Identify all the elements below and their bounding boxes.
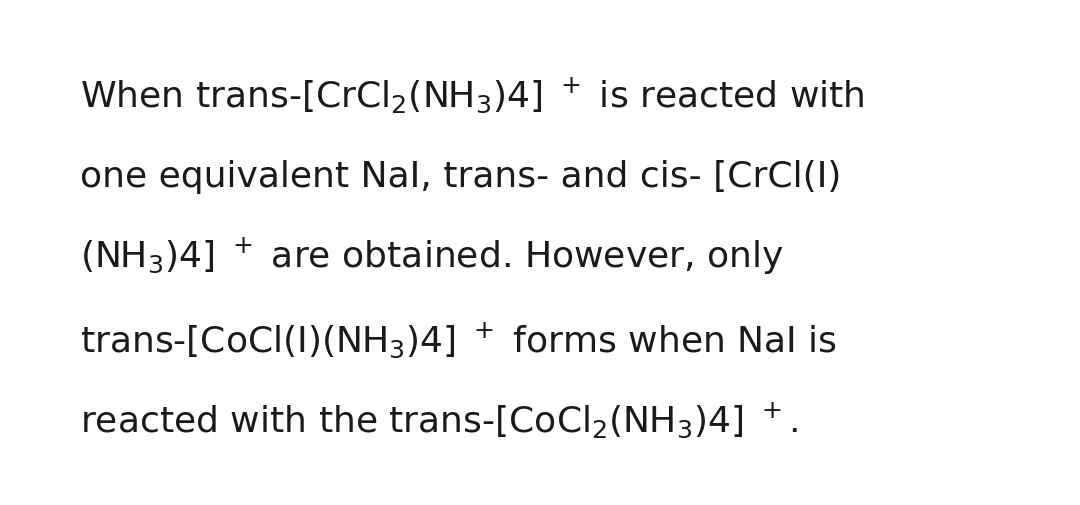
Text: When trans-[CrCl$_2$(NH$_3$)4] $^+$ is reacted with: When trans-[CrCl$_2$(NH$_3$)4] $^+$ is r… xyxy=(80,75,865,115)
Text: one equivalent NaI, trans- and cis- [CrCl(I): one equivalent NaI, trans- and cis- [CrC… xyxy=(80,160,841,194)
Text: reacted with the trans-[CoCl$_2$(NH$_3$)4] $^+$.: reacted with the trans-[CoCl$_2$(NH$_3$)… xyxy=(80,400,798,440)
Text: (NH$_3$)4] $^+$ are obtained. However, only: (NH$_3$)4] $^+$ are obtained. However, o… xyxy=(80,235,784,277)
Text: trans-[CoCl(I)(NH$_3$)4] $^+$ forms when NaI is: trans-[CoCl(I)(NH$_3$)4] $^+$ forms when… xyxy=(80,320,837,360)
